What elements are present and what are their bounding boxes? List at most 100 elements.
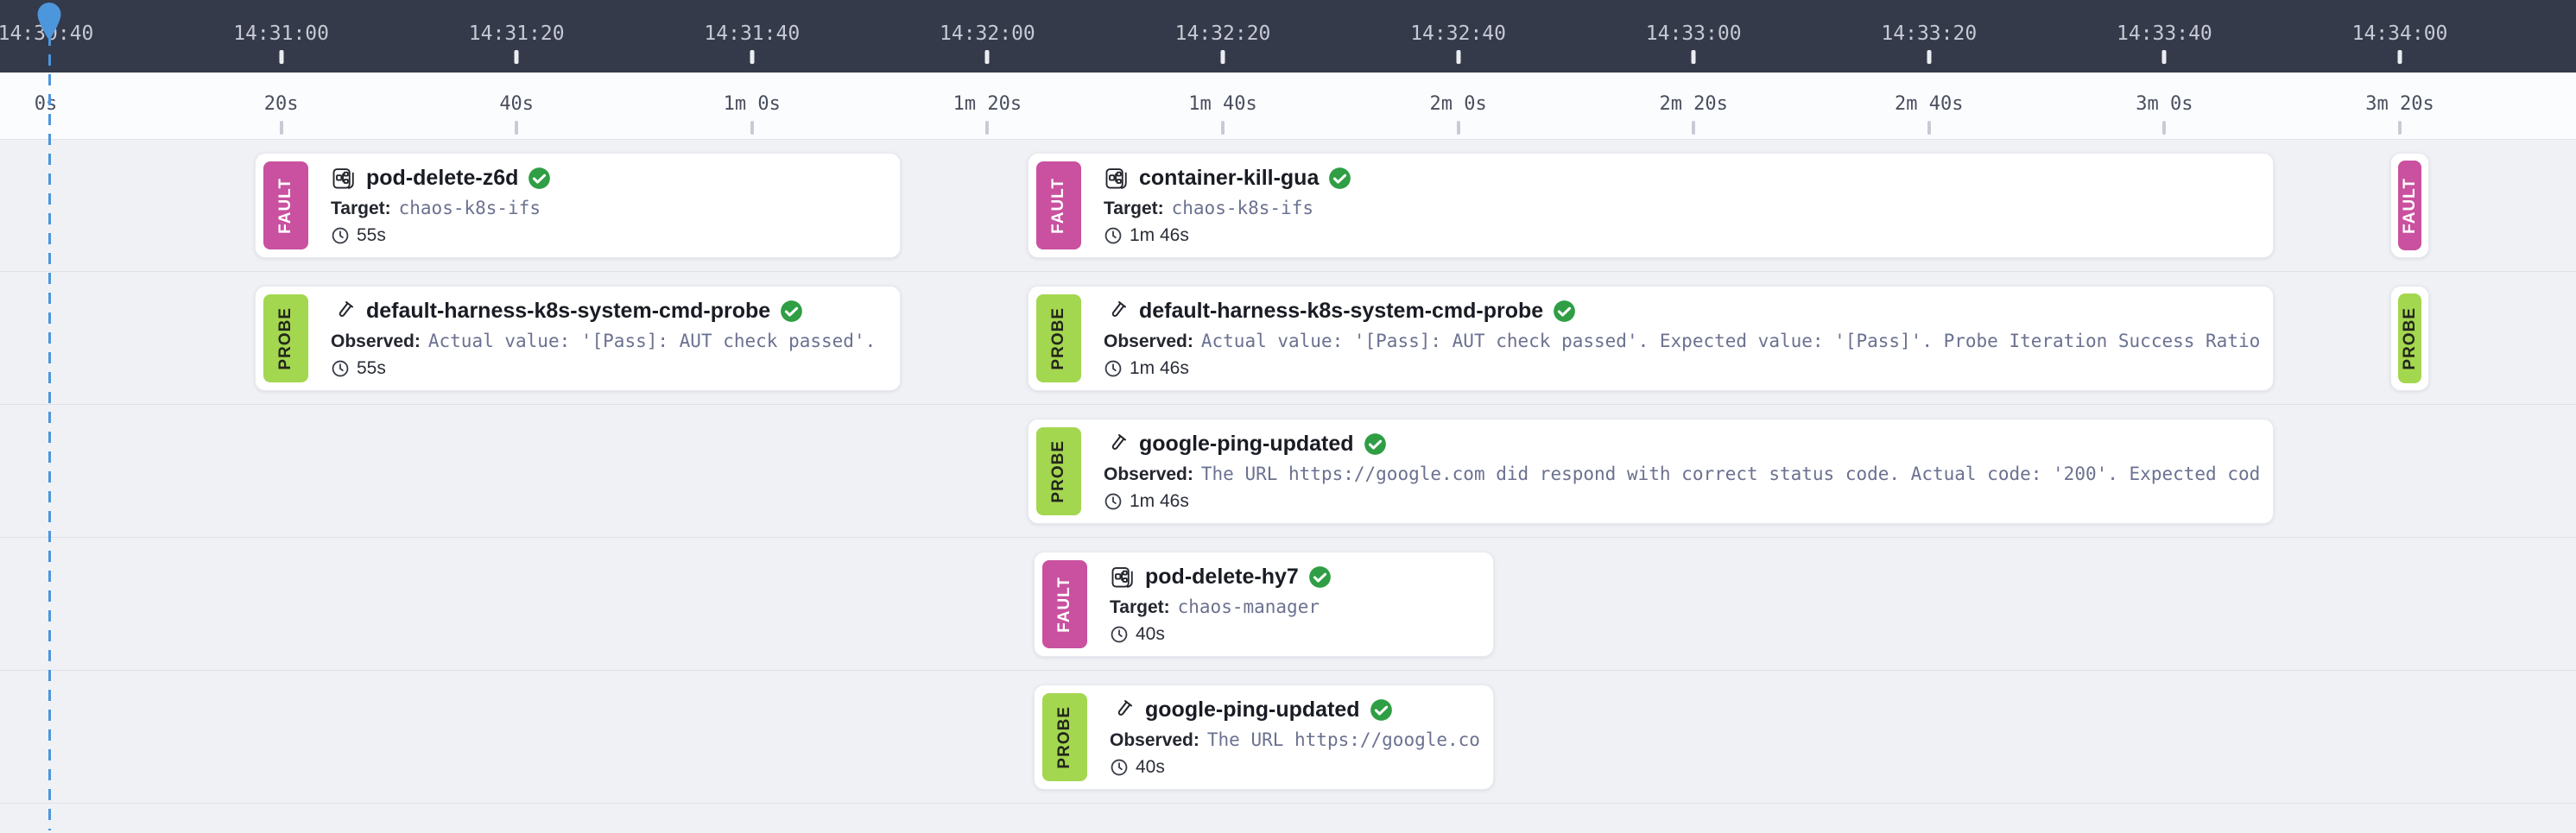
probe-icon xyxy=(1104,299,1130,325)
timeline-rows: FAULT xyxy=(0,139,2576,804)
time-tick-mark xyxy=(1456,50,1461,64)
duration-label: 55s xyxy=(357,224,386,245)
card-type-badge: PROBE xyxy=(2398,293,2421,383)
fault-icon xyxy=(1104,166,1130,192)
detail-value: Actual value: '[Pass]: AUT check passed'… xyxy=(1200,330,2259,351)
time-tick-mark xyxy=(1691,50,1696,64)
clock-icon xyxy=(331,226,350,245)
timeline-card[interactable]: PROBE xyxy=(1034,685,1494,790)
timeline-card[interactable]: FAULT xyxy=(2390,153,2429,258)
card-type-badge: FAULT xyxy=(2398,161,2421,250)
timeline-row: PROBE xyxy=(0,405,2576,538)
time-tick-label: 20s xyxy=(263,93,299,115)
status-passed-icon xyxy=(1370,698,1393,722)
status-passed-icon xyxy=(1308,565,1332,589)
time-tick-mark xyxy=(2162,121,2167,135)
time-tick-mark xyxy=(1220,50,1225,64)
time-tick-mark xyxy=(514,50,519,64)
time-tick-mark xyxy=(750,50,755,64)
time-tick-mark xyxy=(1927,50,1932,64)
time-tick-label: 1m 20s xyxy=(953,93,1022,115)
duration-label: 1m 46s xyxy=(1130,490,1189,511)
timeline-ruler[interactable]: 0s 20s 40s 1m 0s 1m 20s 1m 40s 2m 0s 2m 20s 2m 4… xyxy=(0,73,2576,140)
timeline-card[interactable]: PROBE xyxy=(255,286,901,391)
timeline-card[interactable]: FAULT xyxy=(255,153,901,258)
card-type-badge: PROBE xyxy=(1036,427,1081,515)
card-title: pod-delete-z6d xyxy=(366,166,519,190)
card-title: pod-delete-hy7 xyxy=(1145,565,1299,589)
time-tick-mark xyxy=(984,50,990,64)
card-type-label: PROBE xyxy=(1049,439,1067,503)
time-tick-label: 14:32:40 xyxy=(1410,22,1506,45)
time-tick-label: 0s xyxy=(34,93,58,115)
time-tick-label: 1m 0s xyxy=(723,93,781,115)
time-tick-mark xyxy=(515,121,519,135)
detail-value: chaos-k8s-ifs xyxy=(1171,197,1313,218)
detail-label: Target: xyxy=(331,198,391,218)
detail-value: The URL https://google.com did respond w… xyxy=(1200,463,2259,484)
clock-icon xyxy=(1104,226,1123,245)
detail-value: chaos-manager xyxy=(1177,596,1320,617)
time-tick-mark xyxy=(985,121,990,135)
card-type-label: PROBE xyxy=(2400,306,2419,370)
playhead-pin-icon[interactable] xyxy=(36,2,62,41)
detail-value: Actual value: '[Pass]: AUT check passed'… xyxy=(427,330,886,351)
time-tick-mark xyxy=(1927,121,1931,135)
playhead-line xyxy=(48,35,51,830)
time-tick-label: 3m 0s xyxy=(2136,93,2193,115)
card-type-label: PROBE xyxy=(1049,306,1067,370)
time-tick-label: 14:31:00 xyxy=(233,22,329,45)
timeline-row: PROBE xyxy=(0,272,2576,405)
detail-label: Observed: xyxy=(1104,464,1193,484)
card-type-badge: FAULT xyxy=(263,161,308,249)
time-tick-label: 14:32:00 xyxy=(940,22,1035,45)
detail-label: Target: xyxy=(1110,596,1170,617)
timeline-card[interactable]: PROBE xyxy=(1028,419,2274,524)
time-tick-mark xyxy=(750,121,754,135)
time-tick-label: 3m 20s xyxy=(2365,93,2434,115)
card-type-label: FAULT xyxy=(276,177,294,234)
card-content: google-ping-updated Observed: The URL ht… xyxy=(1095,685,1493,789)
card-type-badge: PROBE xyxy=(1042,693,1087,781)
timeline-card[interactable]: PROBE xyxy=(2390,286,2429,391)
status-passed-icon xyxy=(528,167,551,190)
duration-label: 40s xyxy=(1136,756,1165,777)
detail-value: The URL https://google.com… xyxy=(1206,729,1479,750)
clock-icon xyxy=(1104,359,1123,378)
time-tick-label: 14:33:40 xyxy=(2117,22,2212,45)
detail-label: Observed: xyxy=(1110,729,1199,750)
card-title: google-ping-updated xyxy=(1145,697,1360,722)
time-tick-mark xyxy=(2398,121,2402,135)
card-type-label: FAULT xyxy=(1049,177,1067,234)
card-type-badge: PROBE xyxy=(1036,294,1081,382)
time-tick-mark xyxy=(1692,121,1696,135)
card-content: pod-delete-hy7 Target: chaos-manager xyxy=(1095,552,1493,656)
time-tick-mark xyxy=(279,121,283,135)
timeline-card[interactable]: FAULT xyxy=(1034,552,1494,657)
card-content: container-kill-gua Target: chaos-k8s-ifs xyxy=(1089,154,2273,257)
time-tick-mark xyxy=(1221,121,1225,135)
detail-label: Observed: xyxy=(1104,331,1193,351)
time-tick-mark xyxy=(2397,50,2402,64)
duration-label: 55s xyxy=(357,357,386,378)
probe-icon xyxy=(1104,432,1130,458)
card-title: container-kill-gua xyxy=(1139,166,1320,190)
timeline-row: FAULT xyxy=(0,139,2576,272)
timeline-header[interactable]: 14:30:4014:31:0014:31:2014:31:4014:32:00… xyxy=(0,0,2576,73)
card-type-badge: FAULT xyxy=(1036,161,1081,249)
status-passed-icon xyxy=(780,300,803,323)
detail-label: Target: xyxy=(1104,198,1164,218)
detail-value: chaos-k8s-ifs xyxy=(398,197,541,218)
duration-label: 1m 46s xyxy=(1130,224,1189,245)
time-tick-mark xyxy=(1456,121,1460,135)
time-tick-label: 2m 0s xyxy=(1429,93,1487,115)
timeline-row: PROBE xyxy=(0,671,2576,804)
detail-label: Observed: xyxy=(331,331,421,351)
clock-icon xyxy=(1104,492,1123,511)
timeline-card[interactable]: PROBE xyxy=(1028,286,2274,391)
timeline-card[interactable]: FAULT xyxy=(1028,153,2274,258)
clock-icon xyxy=(331,359,350,378)
time-tick-label: 2m 40s xyxy=(1895,93,1964,115)
time-tick-mark xyxy=(2161,50,2167,64)
